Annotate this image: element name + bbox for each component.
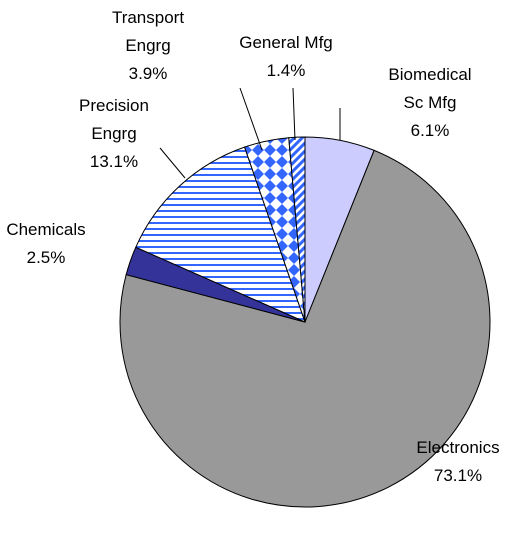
slice-label: Electronics 73.1% [388, 434, 515, 490]
category-label: Biomedical Sc Mfg [388, 65, 472, 112]
value-label: 3.9% [128, 64, 168, 83]
value-label: 6.1% [410, 121, 450, 140]
category-label: Electronics [416, 438, 500, 457]
value-label: 13.1% [89, 152, 139, 171]
category-label: Precision Engrg [79, 96, 149, 143]
leader-line [239, 87, 263, 151]
category-label: General Mfg [239, 33, 333, 52]
value-label: 2.5% [26, 248, 66, 267]
slice-label: Biomedical Sc Mfg 6.1% [380, 61, 480, 145]
category-label: Chemicals [6, 220, 86, 239]
slice-label: Transport Engrg 3.9% [98, 4, 198, 88]
pie-slice [135, 146, 306, 323]
pie-slice [119, 149, 491, 508]
category-label: Transport Engrg [111, 8, 185, 55]
leader-line [159, 147, 186, 179]
pie-slice [288, 136, 306, 323]
slice-label: Precision Engrg 13.1% [64, 92, 164, 176]
value-label: 73.1% [433, 466, 483, 485]
slice-label: General Mfg 1.4% [221, 29, 351, 85]
slice-label: Chemicals 2.5% [0, 216, 101, 272]
leader-line [292, 87, 296, 141]
value-label: 1.4% [266, 61, 306, 80]
